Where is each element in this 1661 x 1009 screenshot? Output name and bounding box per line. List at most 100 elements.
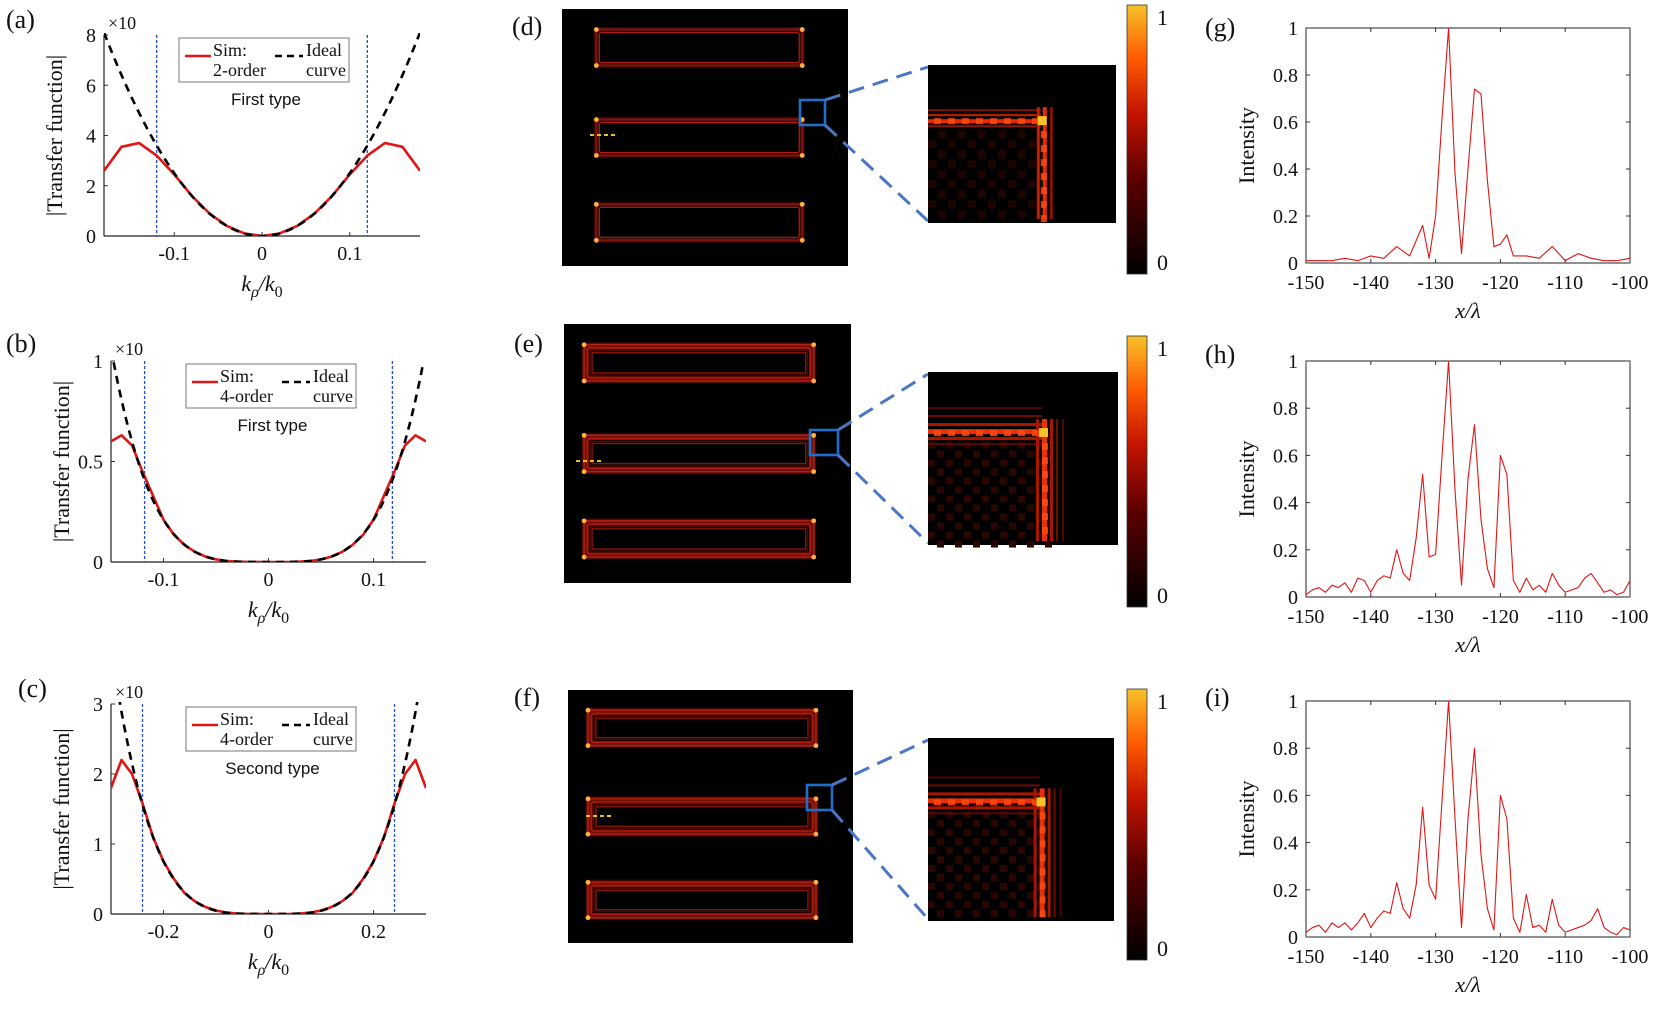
zoom-hotspot xyxy=(1040,201,1047,209)
checker-cell xyxy=(955,522,962,530)
x-tick-label: -0.2 xyxy=(148,921,180,943)
checker-cell xyxy=(955,540,962,548)
zoom-band-v xyxy=(1050,419,1053,541)
ring-hotspot xyxy=(585,743,591,749)
ring-stripe xyxy=(589,440,809,467)
legend-ideal-line2: curve xyxy=(313,729,353,749)
zoom-hotspot xyxy=(1040,159,1047,167)
ring-2 xyxy=(585,879,819,921)
ring-stripe xyxy=(585,522,813,556)
x-tick-label: -130 xyxy=(1417,606,1454,628)
panel-label: (d) xyxy=(512,12,542,41)
checker-cell xyxy=(1027,874,1034,882)
checker-cell xyxy=(982,531,989,539)
checker-cell xyxy=(1027,802,1034,810)
checker-cell xyxy=(1045,540,1052,548)
intensity-panel-g: -150 -140 -130 -120 -110 -100 0 0.2 0.4 0.6 0.8 1 In… xyxy=(1205,13,1648,323)
checker-cell xyxy=(1027,856,1034,864)
checker-cell xyxy=(1000,811,1007,819)
zoom-band-v xyxy=(1039,788,1045,917)
checker-cell xyxy=(938,130,946,139)
x-axis-title: kρ/k0 xyxy=(248,949,289,979)
zoom-hotspot xyxy=(1004,118,1011,125)
checker-cell xyxy=(1009,802,1016,810)
ring-stripe xyxy=(589,350,809,376)
y-tick-label: 8 xyxy=(86,25,96,47)
zoom-band-h xyxy=(928,798,1040,804)
zoom-connector xyxy=(837,372,929,432)
checker-cell xyxy=(1000,883,1007,891)
checker-cell xyxy=(928,180,936,189)
ring-stripe xyxy=(593,887,811,913)
ring-stripe xyxy=(585,436,813,471)
checker-cell xyxy=(991,874,998,882)
checker-cell xyxy=(973,540,980,548)
checker-cell xyxy=(982,829,989,837)
checker-cell xyxy=(982,459,989,467)
zoom-hotspot xyxy=(1032,799,1039,806)
checker-cell xyxy=(978,130,986,139)
zoom-band-h xyxy=(928,415,1042,418)
intensity-curve xyxy=(1305,360,1631,596)
checker-cell xyxy=(955,856,962,864)
ring-hotspot xyxy=(799,153,805,158)
zoom-hotspot xyxy=(1039,882,1046,890)
zoom-hotspot xyxy=(1042,485,1048,493)
legend-ideal-line2: curve xyxy=(306,60,346,80)
checker-cell xyxy=(968,160,976,169)
ring-inner xyxy=(598,121,800,154)
checker-cell xyxy=(948,120,956,129)
zoom-band-v xyxy=(1036,107,1040,219)
zoom-hotspot xyxy=(1042,499,1048,507)
x-title-sub2: 0 xyxy=(275,284,283,301)
zoom-hotspot xyxy=(1032,118,1039,125)
checker-cell xyxy=(991,504,998,512)
zoom-hotspot xyxy=(934,118,941,125)
legend-box xyxy=(178,37,350,83)
checker-cell xyxy=(1000,847,1007,855)
x-tick-label: 0 xyxy=(257,243,267,265)
zoom-region-box xyxy=(808,428,840,457)
x-axis-title: kρ/k0 xyxy=(248,597,289,627)
checker-cell xyxy=(1000,459,1007,467)
ring-stripe xyxy=(589,883,815,917)
zoom-band-h xyxy=(928,806,1040,810)
checker-cell xyxy=(1018,190,1026,199)
zoom-hotspot xyxy=(1039,910,1046,918)
ring-stripe xyxy=(595,889,809,911)
zoom-band-v xyxy=(1047,788,1051,917)
ring-stripe xyxy=(591,528,807,550)
zoom-hotspot xyxy=(1039,868,1046,876)
y-tick-label: 0 xyxy=(93,904,103,926)
checker-cell xyxy=(1027,820,1034,828)
colorbar-max-label: 1 xyxy=(1157,336,1168,361)
y-axis-title: Intensity xyxy=(1234,441,1259,518)
ring-0 xyxy=(581,342,817,384)
zoom-hotspot xyxy=(1018,799,1025,806)
axis-multiplier: ×10 xyxy=(108,13,136,33)
checker-cell xyxy=(973,522,980,530)
checker-cell xyxy=(1028,120,1036,129)
checker-cell xyxy=(955,468,962,476)
ring-hotspot xyxy=(811,518,817,524)
y-tick-label: 0 xyxy=(86,226,96,248)
zoom-hotspot xyxy=(1042,457,1048,465)
y-tick-label: 0.6 xyxy=(1273,112,1298,134)
checker-cell xyxy=(1018,811,1025,819)
checker-cell xyxy=(946,811,953,819)
checker-cell xyxy=(928,513,935,521)
checker-cell xyxy=(1045,432,1052,440)
x-title-sub1: ρ xyxy=(250,284,259,301)
checker-cell xyxy=(991,486,998,494)
checker-cell xyxy=(937,838,944,846)
x-tick-label: -100 xyxy=(1612,946,1649,968)
colorbar xyxy=(1126,4,1148,275)
field-map-column: 1 0 (d) 1 0 (e) 1 0 (f) xyxy=(512,4,1168,961)
legend-ideal-line1: Ideal xyxy=(306,40,342,60)
checker-cell xyxy=(948,160,956,169)
ring-hotspot xyxy=(799,63,805,68)
x-title-sub1: ρ xyxy=(257,610,266,627)
ring-hotspot xyxy=(813,796,819,802)
checker-cell xyxy=(1018,170,1026,179)
